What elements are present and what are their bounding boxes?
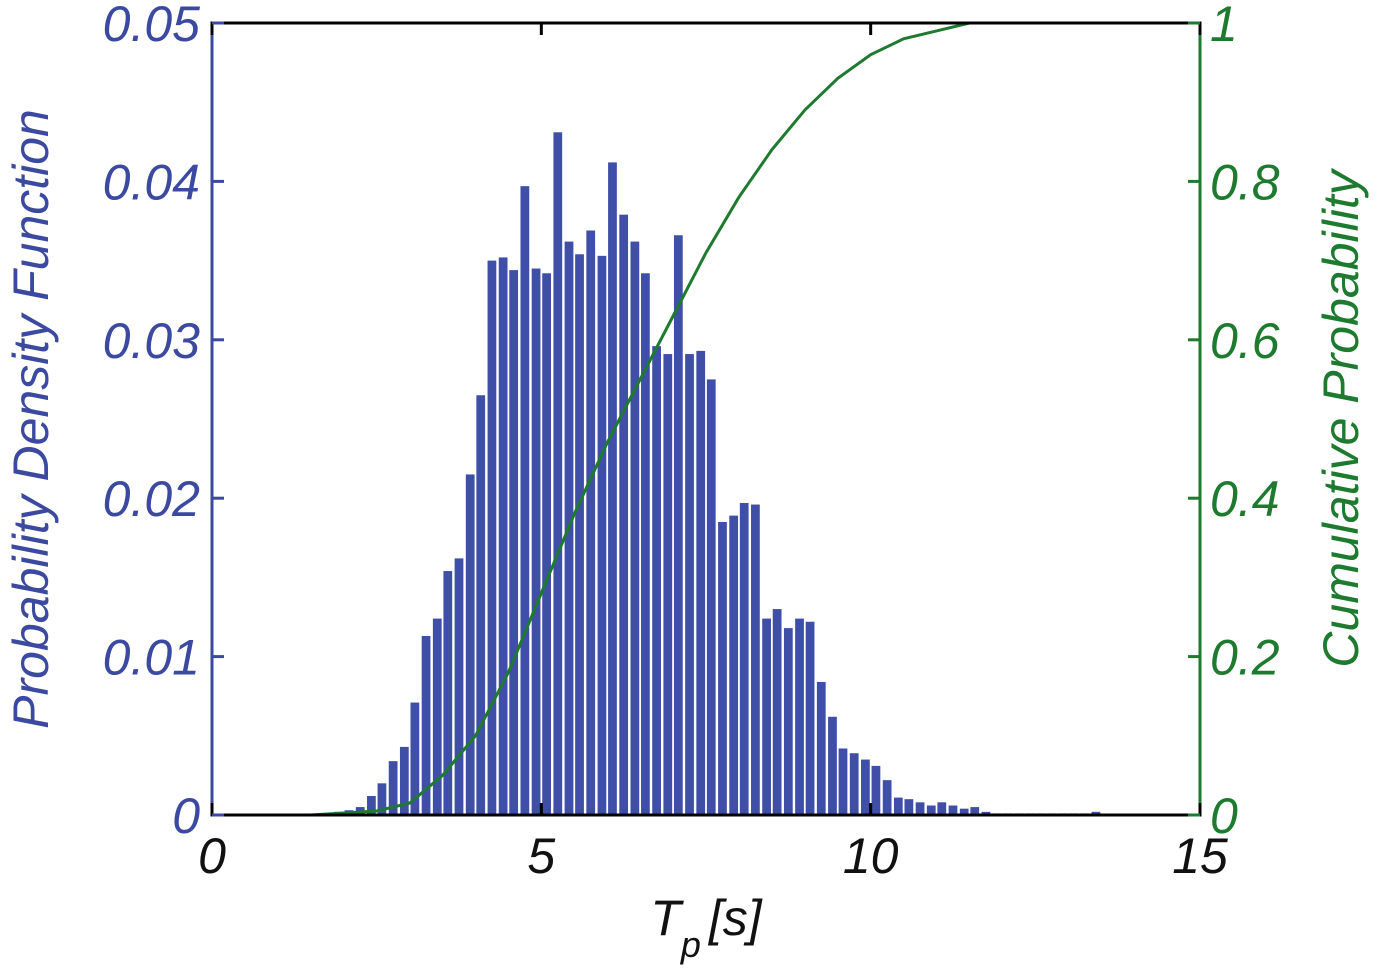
- histogram-bar: [706, 379, 716, 815]
- histogram-bar: [783, 628, 793, 815]
- histogram-bar: [751, 504, 760, 815]
- x-axis-label-subscript: p: [680, 924, 701, 965]
- y-right-tick-label: 0.6: [1210, 313, 1280, 369]
- histogram-bar: [520, 186, 530, 816]
- histogram-bar: [377, 783, 387, 815]
- histogram-bar: [772, 609, 782, 815]
- histogram-bar: [696, 350, 706, 815]
- histogram-bar: [498, 257, 508, 815]
- histogram-bar: [1091, 811, 1101, 815]
- y-right-tick-label: 1: [1210, 0, 1238, 52]
- histogram-bar: [739, 502, 749, 815]
- histogram-bar: [476, 395, 486, 815]
- histogram-bar: [542, 273, 551, 816]
- y-axis-right-label: Cumulative Probability: [1313, 167, 1369, 667]
- histogram-bar: [795, 618, 804, 815]
- histogram-bar: [465, 474, 475, 815]
- x-tick-label: 5: [527, 828, 555, 884]
- x-axis-label-main: T: [650, 890, 684, 946]
- histogram-bar: [838, 748, 848, 815]
- histogram-bar: [882, 780, 892, 815]
- histogram-bar: [575, 254, 584, 815]
- histogram-bar: [981, 811, 991, 815]
- histogram-bar: [816, 681, 826, 815]
- x-tick-label: 15: [1172, 828, 1228, 884]
- tick-labels: 0 5 10 1500.010.020.030.040.0500.20.40.60.8…: [103, 0, 1280, 884]
- histogram-bar: [729, 515, 739, 815]
- histogram-bar: [937, 802, 947, 815]
- tick-marks: [210, 21, 1202, 817]
- y-left-tick-label: 0.01: [103, 630, 200, 686]
- histogram-bar: [762, 618, 771, 815]
- histogram-bar: [487, 260, 497, 816]
- histogram-bar: [553, 132, 563, 815]
- histogram-bar: [904, 799, 914, 815]
- histogram-bar: [388, 761, 398, 815]
- y-left-tick-label: 0: [172, 788, 200, 844]
- y-left-tick-label: 0.05: [103, 0, 201, 52]
- histogram-bar: [828, 716, 837, 815]
- histogram-bar: [641, 273, 650, 816]
- y-right-tick-label: 0.8: [1210, 154, 1280, 210]
- histogram-bar: [652, 346, 661, 815]
- histogram-bar: [443, 571, 453, 815]
- histogram-bar: [871, 765, 881, 815]
- y-left-tick-label: 0.04: [103, 154, 200, 210]
- histogram-bar: [673, 235, 683, 816]
- histogram-bar: [861, 759, 870, 815]
- histogram-bar: [586, 230, 596, 815]
- histogram-bar: [685, 354, 694, 815]
- histogram-bar: [509, 270, 519, 815]
- histogram-bar: [619, 214, 629, 815]
- y-axis-left-label: Probability Density Function: [3, 109, 59, 729]
- histogram-bar: [970, 807, 980, 815]
- plot-frame: [210, 21, 1202, 817]
- x-axis-label: Tp [s]: [650, 890, 762, 965]
- histogram-bar: [948, 805, 958, 815]
- histogram-bar: [663, 354, 673, 815]
- y-right-tick-label: 0: [1210, 788, 1238, 844]
- histogram-bars: [322, 132, 1101, 816]
- histogram-bar: [718, 521, 727, 815]
- histogram-bar: [915, 802, 925, 815]
- x-tick-label: 10: [843, 828, 899, 884]
- histogram-bar: [849, 753, 859, 815]
- histogram-bar: [421, 636, 431, 815]
- x-tick-label: 0: [198, 828, 226, 884]
- y-right-tick-label: 0.2: [1210, 630, 1280, 686]
- histogram-bar: [926, 805, 936, 815]
- histogram-bar: [893, 797, 903, 815]
- histogram-bar: [531, 268, 541, 815]
- histogram-bar: [630, 241, 640, 816]
- histogram-bar: [410, 702, 420, 815]
- histogram-bar: [608, 162, 617, 816]
- histogram-bar: [454, 558, 464, 815]
- histogram-bar: [432, 618, 442, 815]
- x-axis-label-unit: [s]: [708, 890, 763, 946]
- histogram-bar: [399, 746, 409, 815]
- histogram-bar: [597, 255, 607, 815]
- histogram-bar: [805, 621, 815, 815]
- y-left-tick-label: 0.03: [103, 313, 201, 369]
- y-right-tick-label: 0.4: [1210, 471, 1280, 527]
- cdf-line: [310, 21, 1102, 817]
- y-left-tick-label: 0.02: [103, 471, 201, 527]
- histogram-bar: [959, 808, 969, 815]
- histogram-bar: [367, 795, 376, 815]
